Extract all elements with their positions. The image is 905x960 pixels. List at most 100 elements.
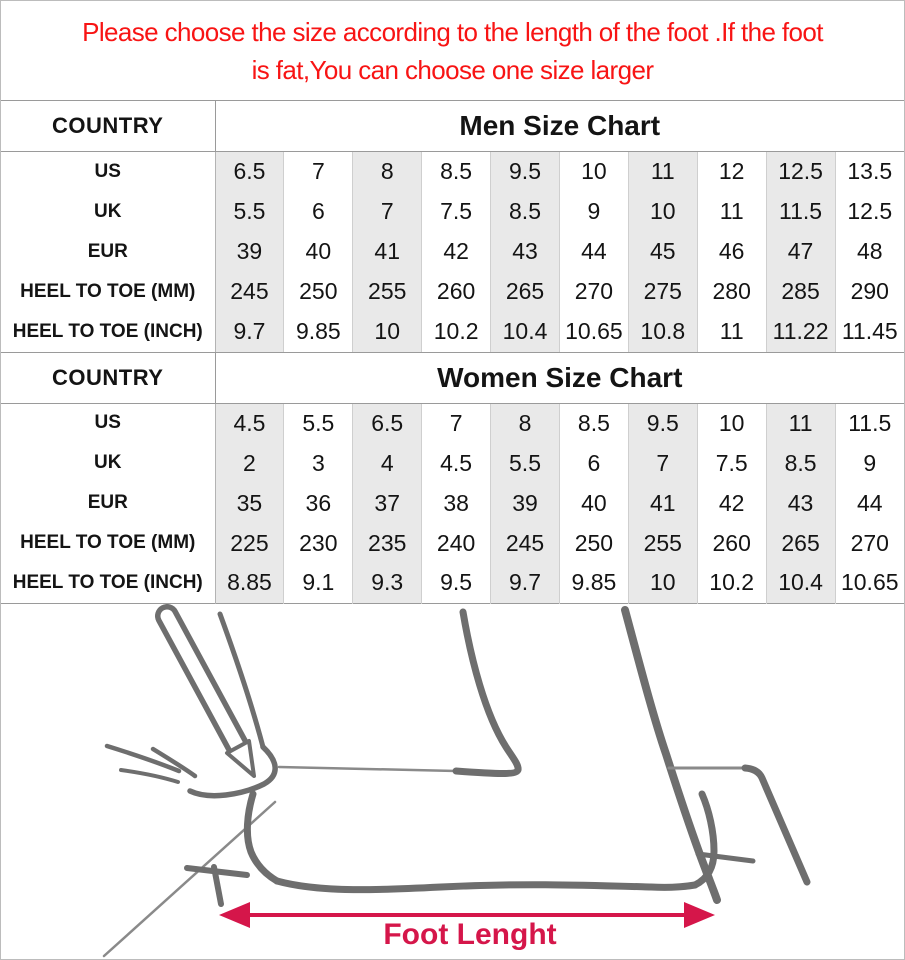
size-row: HEEL TO TOE (INCH) 9.7 9.85 10 10.2 10.4 10.65… (1, 311, 904, 352)
finger-line (104, 743, 182, 773)
size-cell: 245 (215, 271, 285, 312)
size-cell: 9.3 (352, 563, 423, 603)
size-cell: 43 (766, 483, 836, 523)
size-cell: 10.65 (840, 569, 899, 596)
size-cell: 9.85 (283, 311, 354, 352)
foot-length-label: Foot Lenght (383, 917, 557, 951)
foot-top-line (277, 765, 458, 772)
size-cell: 285 (766, 271, 836, 312)
size-cell: 280 (697, 271, 767, 312)
front-ankle-line (452, 608, 522, 777)
size-cell: 9.5 (628, 403, 698, 443)
size-cell: 11.5 (766, 191, 836, 232)
size-cell: 8 (352, 151, 423, 192)
size-row: UK 5.5 6 7 7.5 8.5 9 10 11 11.5 12.5 (1, 191, 904, 232)
size-cell: 10 (559, 151, 629, 192)
size-cell: 255 (352, 271, 423, 312)
hand-edge-line (217, 611, 266, 749)
size-cell: 6.5 (215, 151, 285, 192)
row-label: UK (1, 191, 216, 232)
size-cell: 7 (628, 443, 698, 483)
size-cell: 11.5 (848, 409, 892, 436)
size-cell: 9.5 (490, 151, 560, 192)
heel-mark (695, 851, 756, 863)
foot-drawing (102, 603, 811, 957)
size-cell: 290 (850, 278, 889, 304)
size-cell: 230 (283, 523, 354, 563)
size-cell: 255 (628, 523, 698, 563)
size-cell: 240 (421, 523, 492, 563)
size-cell: 9 (863, 449, 877, 476)
size-cell: 41 (628, 483, 698, 523)
size-cell: 8.5 (421, 151, 492, 192)
measure-arrow-left-head (219, 901, 250, 928)
size-cell: 7 (283, 151, 354, 192)
size-cell: 39 (490, 483, 560, 523)
size-cell: 12.5 (766, 151, 836, 192)
size-row: HEEL TO TOE (INCH) 8.85 9.1 9.3 9.5 9.7 9.85 10… (1, 563, 904, 603)
size-cell: 6 (283, 191, 354, 232)
size-cell: 270 (559, 271, 629, 312)
size-cell: 8.5 (490, 191, 560, 232)
size-cell: 41 (352, 231, 423, 272)
size-cell: 6 (559, 443, 629, 483)
warning-line-1: Please choose the size according to the … (82, 16, 823, 47)
size-cell: 5.5 (283, 403, 354, 443)
size-cell: 7.5 (697, 443, 767, 483)
size-cell: 11 (766, 403, 836, 443)
size-cell: 48 (856, 238, 883, 264)
size-cell: 260 (697, 523, 767, 563)
size-cell: 275 (628, 271, 698, 312)
size-cell: 265 (490, 271, 560, 312)
size-cell: 9.85 (559, 563, 629, 603)
size-cell: 10.2 (697, 563, 767, 603)
table-header-row: COUNTRY Men Size Chart (1, 100, 904, 152)
size-cell: 42 (421, 231, 492, 272)
size-cell: 11 (628, 151, 698, 192)
size-cell: 11 (697, 191, 767, 232)
size-row: HEEL TO TOE (MM) 245 250 255 260 265 270 275 280… (1, 271, 904, 312)
size-cell: 8.85 (215, 563, 285, 603)
country-header: COUNTRY (1, 100, 216, 152)
warning-text: Please choose the size according to the … (1, 1, 904, 100)
pencil-inner (160, 609, 245, 753)
row-label: HEEL TO TOE (MM) (1, 523, 216, 563)
finger-line (150, 746, 198, 778)
size-cell: 8.5 (559, 403, 629, 443)
row-label: US (1, 151, 216, 192)
size-cell: 35 (215, 483, 285, 523)
size-cell: 43 (490, 231, 560, 272)
size-cell: 39 (215, 231, 285, 272)
size-cell: 42 (697, 483, 767, 523)
size-cell: 260 (421, 271, 492, 312)
thumb-outline (187, 743, 278, 798)
size-cell: 7 (352, 191, 423, 232)
size-cell: 10 (352, 311, 423, 352)
size-cell: 9.7 (215, 311, 285, 352)
toe-mark-stub (211, 863, 224, 907)
size-row: EUR 35 36 37 38 39 40 41 42 43 44 (1, 483, 904, 523)
size-cell: 11 (697, 311, 767, 352)
back-leg-line (621, 605, 721, 904)
size-row: HEEL TO TOE (MM) 225 230 235 240 245 250 255 260… (1, 523, 904, 563)
size-cell: 10 (628, 563, 698, 603)
size-cell: 4.5 (215, 403, 285, 443)
size-cell: 13.5 (847, 158, 893, 185)
size-cell: 4.5 (421, 443, 492, 483)
wall-corner-line (741, 764, 811, 885)
measure-arrow-right-head (684, 901, 715, 928)
table-title: Men Size Chart (215, 100, 904, 152)
row-label: EUR (1, 483, 216, 523)
size-cell: 10.8 (628, 311, 698, 352)
size-cell: 245 (490, 523, 560, 563)
size-cell: 45 (628, 231, 698, 272)
size-cell: 9.1 (283, 563, 354, 603)
size-cell: 11.22 (766, 311, 836, 352)
row-label: HEEL TO TOE (MM) (1, 271, 216, 312)
size-cell: 270 (850, 529, 889, 556)
size-cell: 9 (559, 191, 629, 232)
women-size-table: COUNTRY Women Size Chart US 4.5 5.5 6.5 7 8 8.5 9… (1, 351, 904, 604)
size-cell: 7 (421, 403, 492, 443)
row-label: UK (1, 443, 216, 483)
